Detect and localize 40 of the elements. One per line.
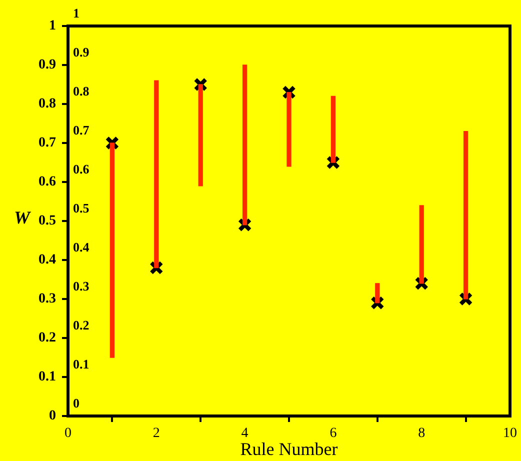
x-tick-label: 2 [152, 426, 160, 442]
y2-tick-label: 0.8 [73, 83, 90, 98]
x-tick-label: 10 [503, 426, 517, 442]
y-axis-title: W [14, 208, 32, 228]
y2-tick-label: 0.4 [73, 239, 90, 254]
bar [330, 96, 336, 163]
y-tick-label: 0.3 [38, 292, 56, 307]
y2-tick-label: 0.2 [73, 317, 90, 332]
y2-tick-label: 0.9 [73, 44, 90, 60]
y-tick-label: 0.8 [38, 96, 56, 112]
y-tick-label: 0.7 [38, 136, 56, 151]
x-axis-title: Rule Number [240, 438, 338, 459]
y2-tick-label: 0.6 [73, 161, 90, 176]
bar [198, 84, 203, 186]
y2-tick-label: 0.7 [73, 122, 90, 138]
bar [375, 283, 380, 304]
y2-tick-label: 0.1 [73, 356, 90, 372]
y-tick-label: 1 [49, 18, 56, 34]
y2-tick-label: 0.3 [73, 278, 90, 294]
x-tick-label: 4 [241, 426, 248, 442]
bar [110, 142, 115, 358]
y-tick-label: 0.2 [38, 330, 56, 346]
y-tick-label: 0 [49, 408, 56, 424]
y-tick-label: 0.1 [38, 370, 56, 385]
y-tick-label: 0.6 [38, 174, 56, 190]
point [370, 296, 384, 310]
y2-tick-label: 1 [73, 5, 80, 20]
y-tick-label: 0.4 [38, 252, 56, 268]
x-tick-label: 0 [64, 426, 72, 442]
bar [242, 64, 248, 226]
y-tick-label: 0.5 [38, 214, 56, 229]
x-tick-label: 6 [330, 426, 337, 442]
bar [286, 92, 292, 167]
y2-tick-label: 0 [73, 395, 80, 410]
y2-tick-label: 0.5 [73, 200, 90, 216]
bar [419, 205, 424, 284]
bar [463, 130, 468, 300]
x-tick-label: 8 [418, 426, 426, 442]
y-tick-label: 0.9 [38, 58, 56, 73]
bar [154, 80, 159, 268]
